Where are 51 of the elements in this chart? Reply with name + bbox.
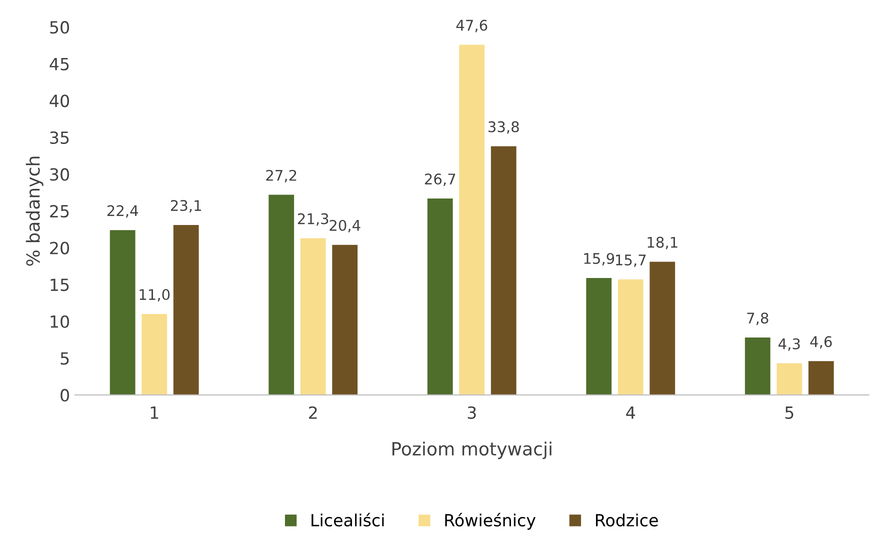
data-label: 11,0 — [140, 289, 170, 302]
x-axis-title: Poziom motywacji — [392, 442, 552, 460]
bar — [808, 361, 834, 395]
bar — [776, 363, 802, 395]
bar — [427, 198, 453, 395]
bar — [268, 194, 294, 395]
data-label: 4,3 — [778, 338, 800, 351]
y-tick-label: 35 — [50, 131, 69, 144]
data-label: 20,4 — [330, 220, 360, 232]
y-tick-label: 15 — [50, 278, 69, 292]
x-tick-label: 1 — [150, 406, 158, 419]
data-label: 22,4 — [107, 205, 138, 218]
x-tick-label: 4 — [626, 406, 635, 419]
bar — [744, 338, 770, 395]
data-label: 47,6 — [456, 20, 488, 32]
bar — [173, 224, 199, 395]
bar — [459, 44, 485, 395]
y-tick-label: 45 — [50, 58, 69, 70]
y-tick-label: 20 — [50, 242, 69, 254]
y-tick-label: 10 — [50, 315, 69, 328]
bar — [650, 262, 676, 395]
data-label: 18,1 — [648, 236, 678, 250]
data-label: 21,3 — [298, 213, 328, 226]
bar — [142, 314, 168, 395]
y-tick-label: 0 — [60, 388, 69, 402]
x-tick-label: 3 — [468, 406, 476, 419]
data-label: 26,7 — [424, 174, 456, 186]
data-label: 33,8 — [488, 121, 519, 134]
data-label: 23,1 — [170, 200, 201, 213]
y-axis-title: % badanych — [26, 156, 44, 266]
data-label: 15,7 — [616, 254, 646, 267]
bar — [332, 244, 358, 395]
y-tick-label: 25 — [50, 204, 69, 218]
x-tick-label: 5 — [785, 406, 794, 419]
data-label: 27,2 — [266, 170, 296, 182]
bar — [300, 238, 326, 395]
legend-label: Licealiści — [312, 512, 384, 527]
data-label: 7,8 — [747, 312, 768, 326]
bar — [586, 278, 612, 395]
y-tick-label: 50 — [50, 21, 69, 34]
data-label: 4,6 — [810, 336, 832, 349]
x-tick-label: 2 — [309, 406, 317, 419]
y-tick-label: 5 — [60, 352, 69, 365]
data-label: 15,9 — [584, 252, 614, 266]
bar — [490, 146, 516, 395]
bar — [618, 279, 644, 395]
legend-label: Rówieśnicy — [445, 512, 536, 530]
legend-label: Rodzice — [596, 514, 658, 527]
y-tick-label: 40 — [50, 94, 69, 108]
bar — [110, 230, 136, 395]
y-tick-label: 30 — [50, 168, 69, 181]
